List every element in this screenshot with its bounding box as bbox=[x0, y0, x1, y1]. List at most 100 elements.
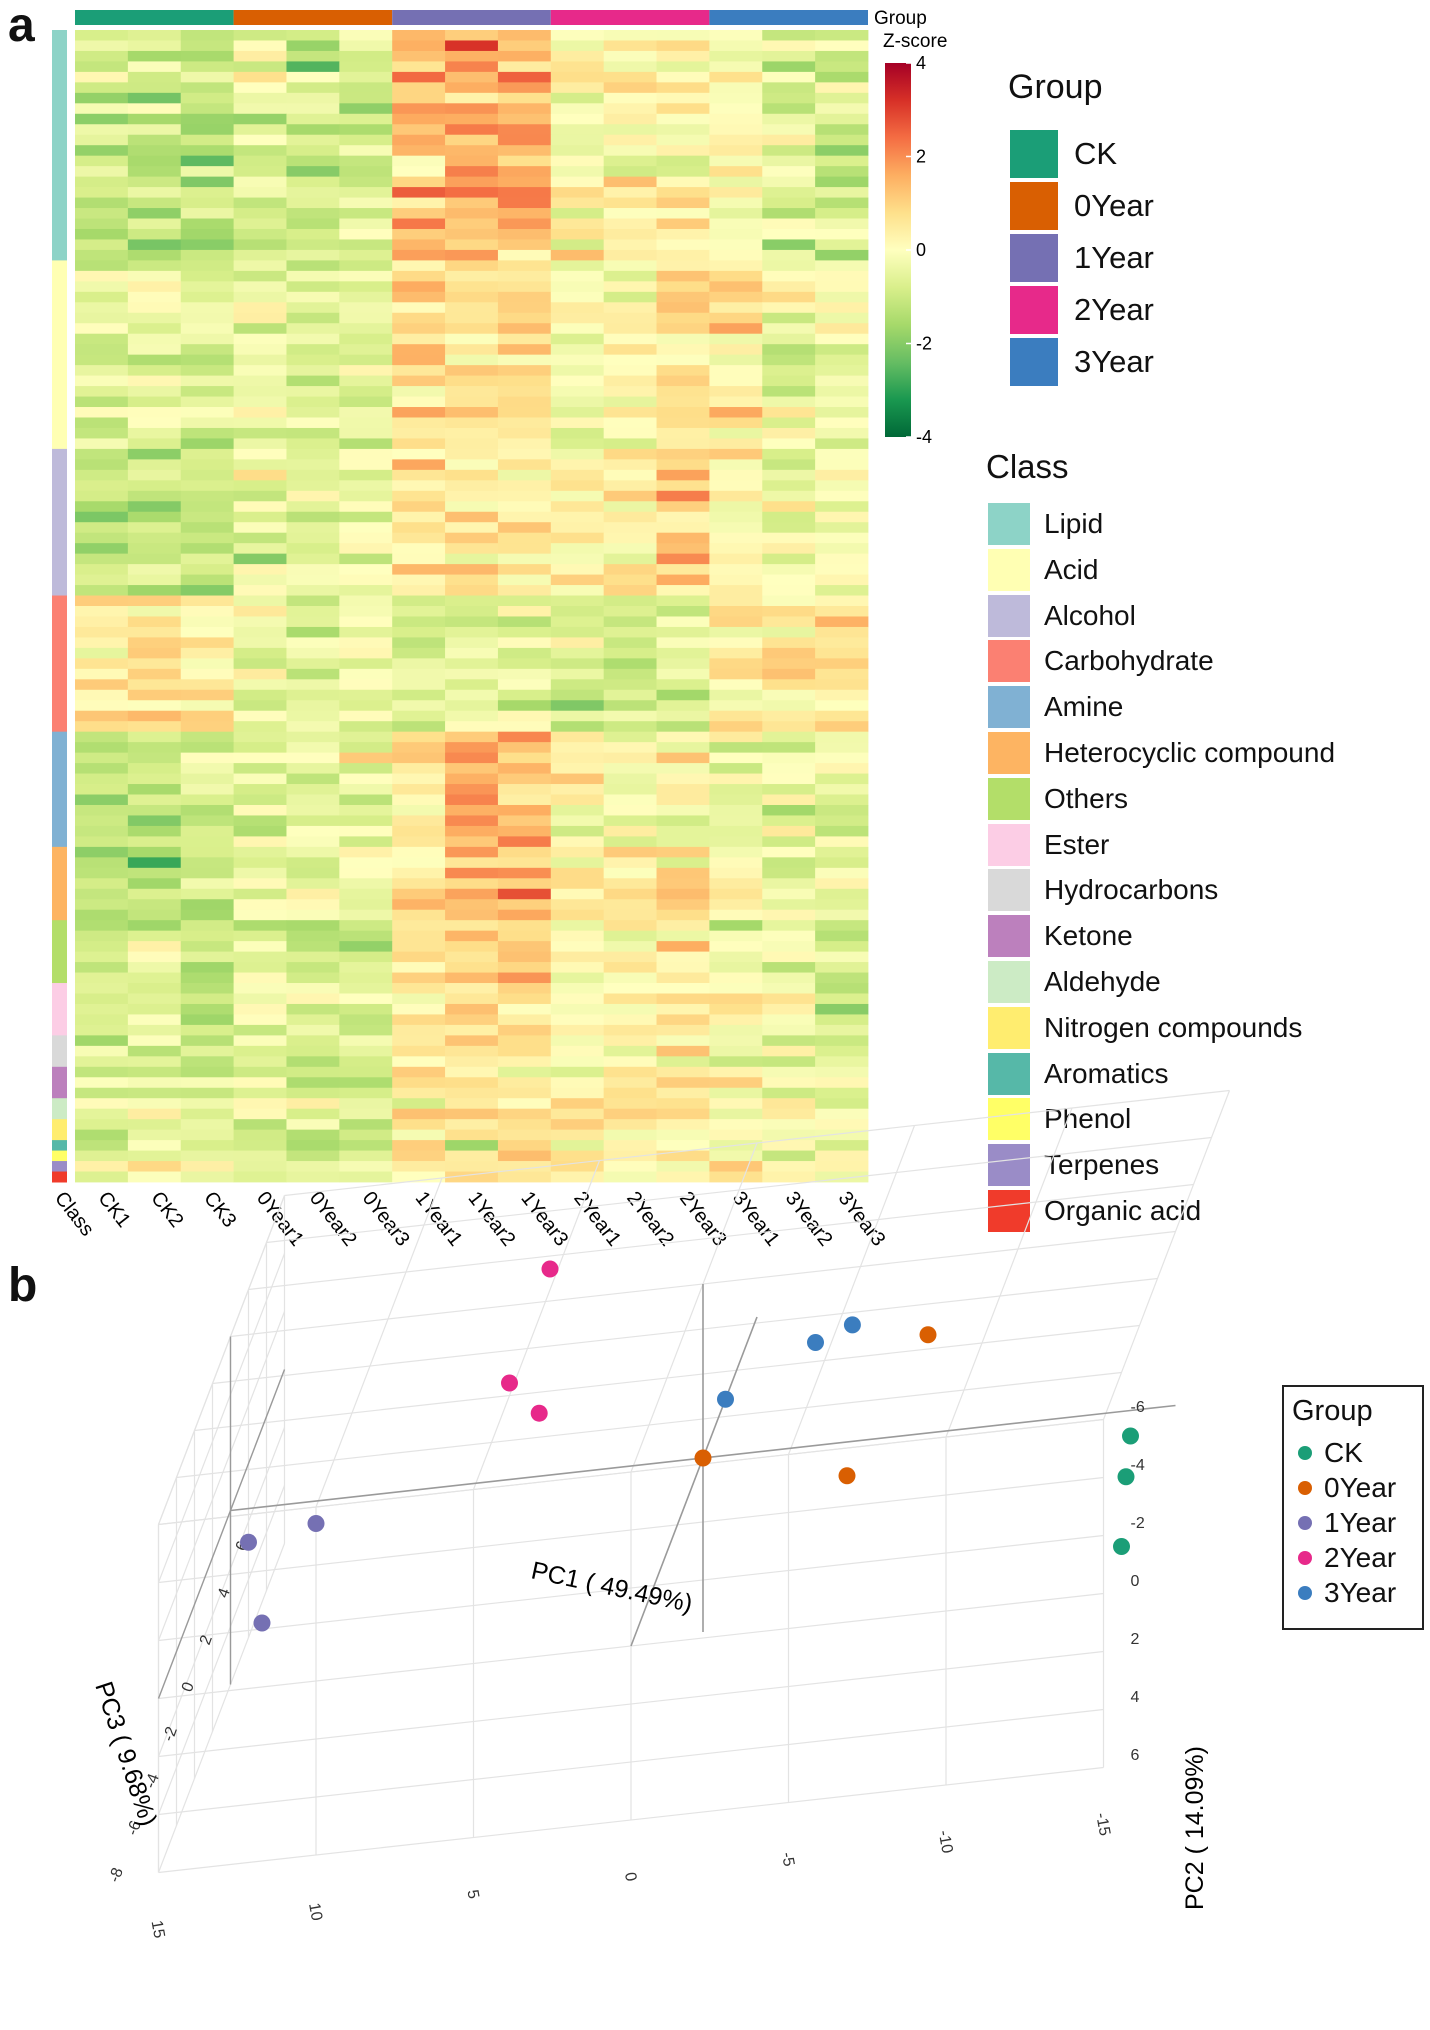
heatmap-cell bbox=[75, 302, 129, 314]
heatmap-cell bbox=[127, 983, 182, 994]
heatmap-cell bbox=[233, 637, 287, 649]
grid-line bbox=[472, 1160, 601, 1490]
heatmap-cell bbox=[550, 742, 605, 754]
heatmap-cell bbox=[339, 595, 393, 607]
heatmap-cell bbox=[286, 270, 340, 282]
heatmap-cell bbox=[127, 50, 182, 62]
heatmap-cell bbox=[180, 532, 234, 544]
heatmap-cell bbox=[392, 375, 446, 387]
heatmap-cell bbox=[392, 522, 446, 534]
heatmap-cell bbox=[815, 396, 869, 408]
heatmap-cell bbox=[497, 1035, 552, 1047]
heatmap-cell bbox=[286, 71, 340, 83]
heatmap-cell bbox=[815, 30, 869, 41]
heatmap-cell bbox=[603, 1129, 657, 1141]
heatmap-cell bbox=[286, 386, 340, 397]
heatmap-cell bbox=[180, 208, 234, 219]
heatmap-cell bbox=[127, 448, 182, 460]
heatmap-cell bbox=[603, 983, 657, 994]
heatmap-cell bbox=[180, 270, 234, 282]
heatmap-cell bbox=[709, 1119, 763, 1131]
heatmap-cell bbox=[233, 742, 287, 754]
heatmap-cell bbox=[762, 469, 816, 481]
heatmap-cell bbox=[550, 637, 605, 649]
heatmap-cell bbox=[815, 752, 869, 764]
pc2-tick-label: -4 bbox=[1131, 1457, 1145, 1474]
heatmap-cell bbox=[392, 1129, 446, 1141]
heatmap-cell bbox=[233, 543, 287, 555]
pca-point-3Year bbox=[843, 1316, 861, 1334]
heatmap-cell bbox=[392, 574, 446, 586]
heatmap-cell bbox=[603, 867, 657, 879]
heatmap-cell bbox=[550, 1035, 605, 1047]
pc1-tick-label: 10 bbox=[305, 1902, 325, 1923]
heatmap-cell bbox=[709, 825, 763, 837]
heatmap-cell bbox=[180, 1150, 234, 1162]
heatmap-cell bbox=[709, 595, 763, 607]
heatmap-cell bbox=[497, 941, 552, 952]
class-legend-swatch bbox=[988, 1052, 1030, 1095]
heatmap-cell bbox=[339, 815, 393, 827]
heatmap-cell bbox=[180, 1087, 234, 1099]
heatmap-cell bbox=[286, 511, 340, 523]
heatmap-cell bbox=[392, 930, 446, 942]
heatmap-cell bbox=[180, 417, 234, 429]
heatmap-cell bbox=[392, 354, 446, 366]
heatmap-cell bbox=[286, 354, 340, 366]
heatmap-cell bbox=[392, 448, 446, 460]
heatmap-cell bbox=[392, 281, 446, 293]
heatmap-cell bbox=[550, 846, 605, 858]
heatmap-cell bbox=[392, 312, 446, 324]
heatmap-cell bbox=[603, 208, 657, 219]
heatmap-cell bbox=[445, 480, 499, 492]
heatmap-cell bbox=[603, 595, 657, 607]
heatmap-cell bbox=[75, 1129, 129, 1141]
heatmap-cell bbox=[127, 878, 182, 890]
heatmap-cell bbox=[339, 742, 393, 754]
heatmap-cell bbox=[709, 721, 763, 733]
heatmap-cell bbox=[603, 553, 657, 565]
pc1-tick-label: 5 bbox=[463, 1888, 481, 1900]
heatmap-cell bbox=[815, 626, 869, 638]
group-legend-item: 2Year bbox=[1010, 286, 1154, 334]
heatmap-cell bbox=[445, 721, 499, 733]
heatmap-cell bbox=[286, 899, 340, 911]
heatmap-cell bbox=[709, 1024, 763, 1036]
heatmap-cell bbox=[497, 176, 552, 188]
heatmap-cell bbox=[392, 511, 446, 523]
heatmap-cell bbox=[339, 386, 393, 397]
heatmap-cell bbox=[550, 1119, 605, 1131]
heatmap-cell bbox=[180, 1077, 234, 1089]
grid-line bbox=[158, 1476, 1104, 1584]
heatmap-cell bbox=[127, 815, 182, 827]
pc3-tick-label: -8 bbox=[106, 1865, 127, 1884]
class-legend-swatch bbox=[988, 686, 1030, 729]
heatmap-cell bbox=[339, 1129, 393, 1141]
heatmap-cell bbox=[127, 1140, 182, 1151]
heatmap-cell bbox=[709, 836, 763, 848]
heatmap-cell bbox=[709, 899, 763, 911]
heatmap-cell bbox=[233, 1056, 287, 1068]
heatmap-cell bbox=[339, 145, 393, 157]
heatmap-cell bbox=[603, 166, 657, 178]
heatmap-cell bbox=[656, 208, 710, 219]
heatmap-cell bbox=[75, 710, 129, 722]
heatmap-cell bbox=[180, 710, 234, 722]
heatmap-cell bbox=[339, 700, 393, 712]
heatmap-cell bbox=[286, 124, 340, 136]
heatmap-cell bbox=[339, 606, 393, 617]
class-legend-item: Alcohol bbox=[988, 594, 1136, 637]
heatmap-cell bbox=[445, 804, 499, 816]
heatmap-cell bbox=[127, 616, 182, 628]
heatmap-cell bbox=[550, 1066, 605, 1078]
heatmap-cell bbox=[815, 1077, 869, 1089]
heatmap-cell bbox=[75, 281, 129, 293]
heatmap-cell bbox=[180, 752, 234, 764]
heatmap-cell bbox=[709, 993, 763, 1005]
heatmap-cell bbox=[286, 752, 340, 764]
heatmap-cell bbox=[550, 270, 605, 282]
heatmap-cell bbox=[603, 145, 657, 157]
heatmap-cell bbox=[656, 448, 710, 460]
heatmap-cell bbox=[550, 626, 605, 638]
heatmap-cell bbox=[762, 270, 816, 282]
